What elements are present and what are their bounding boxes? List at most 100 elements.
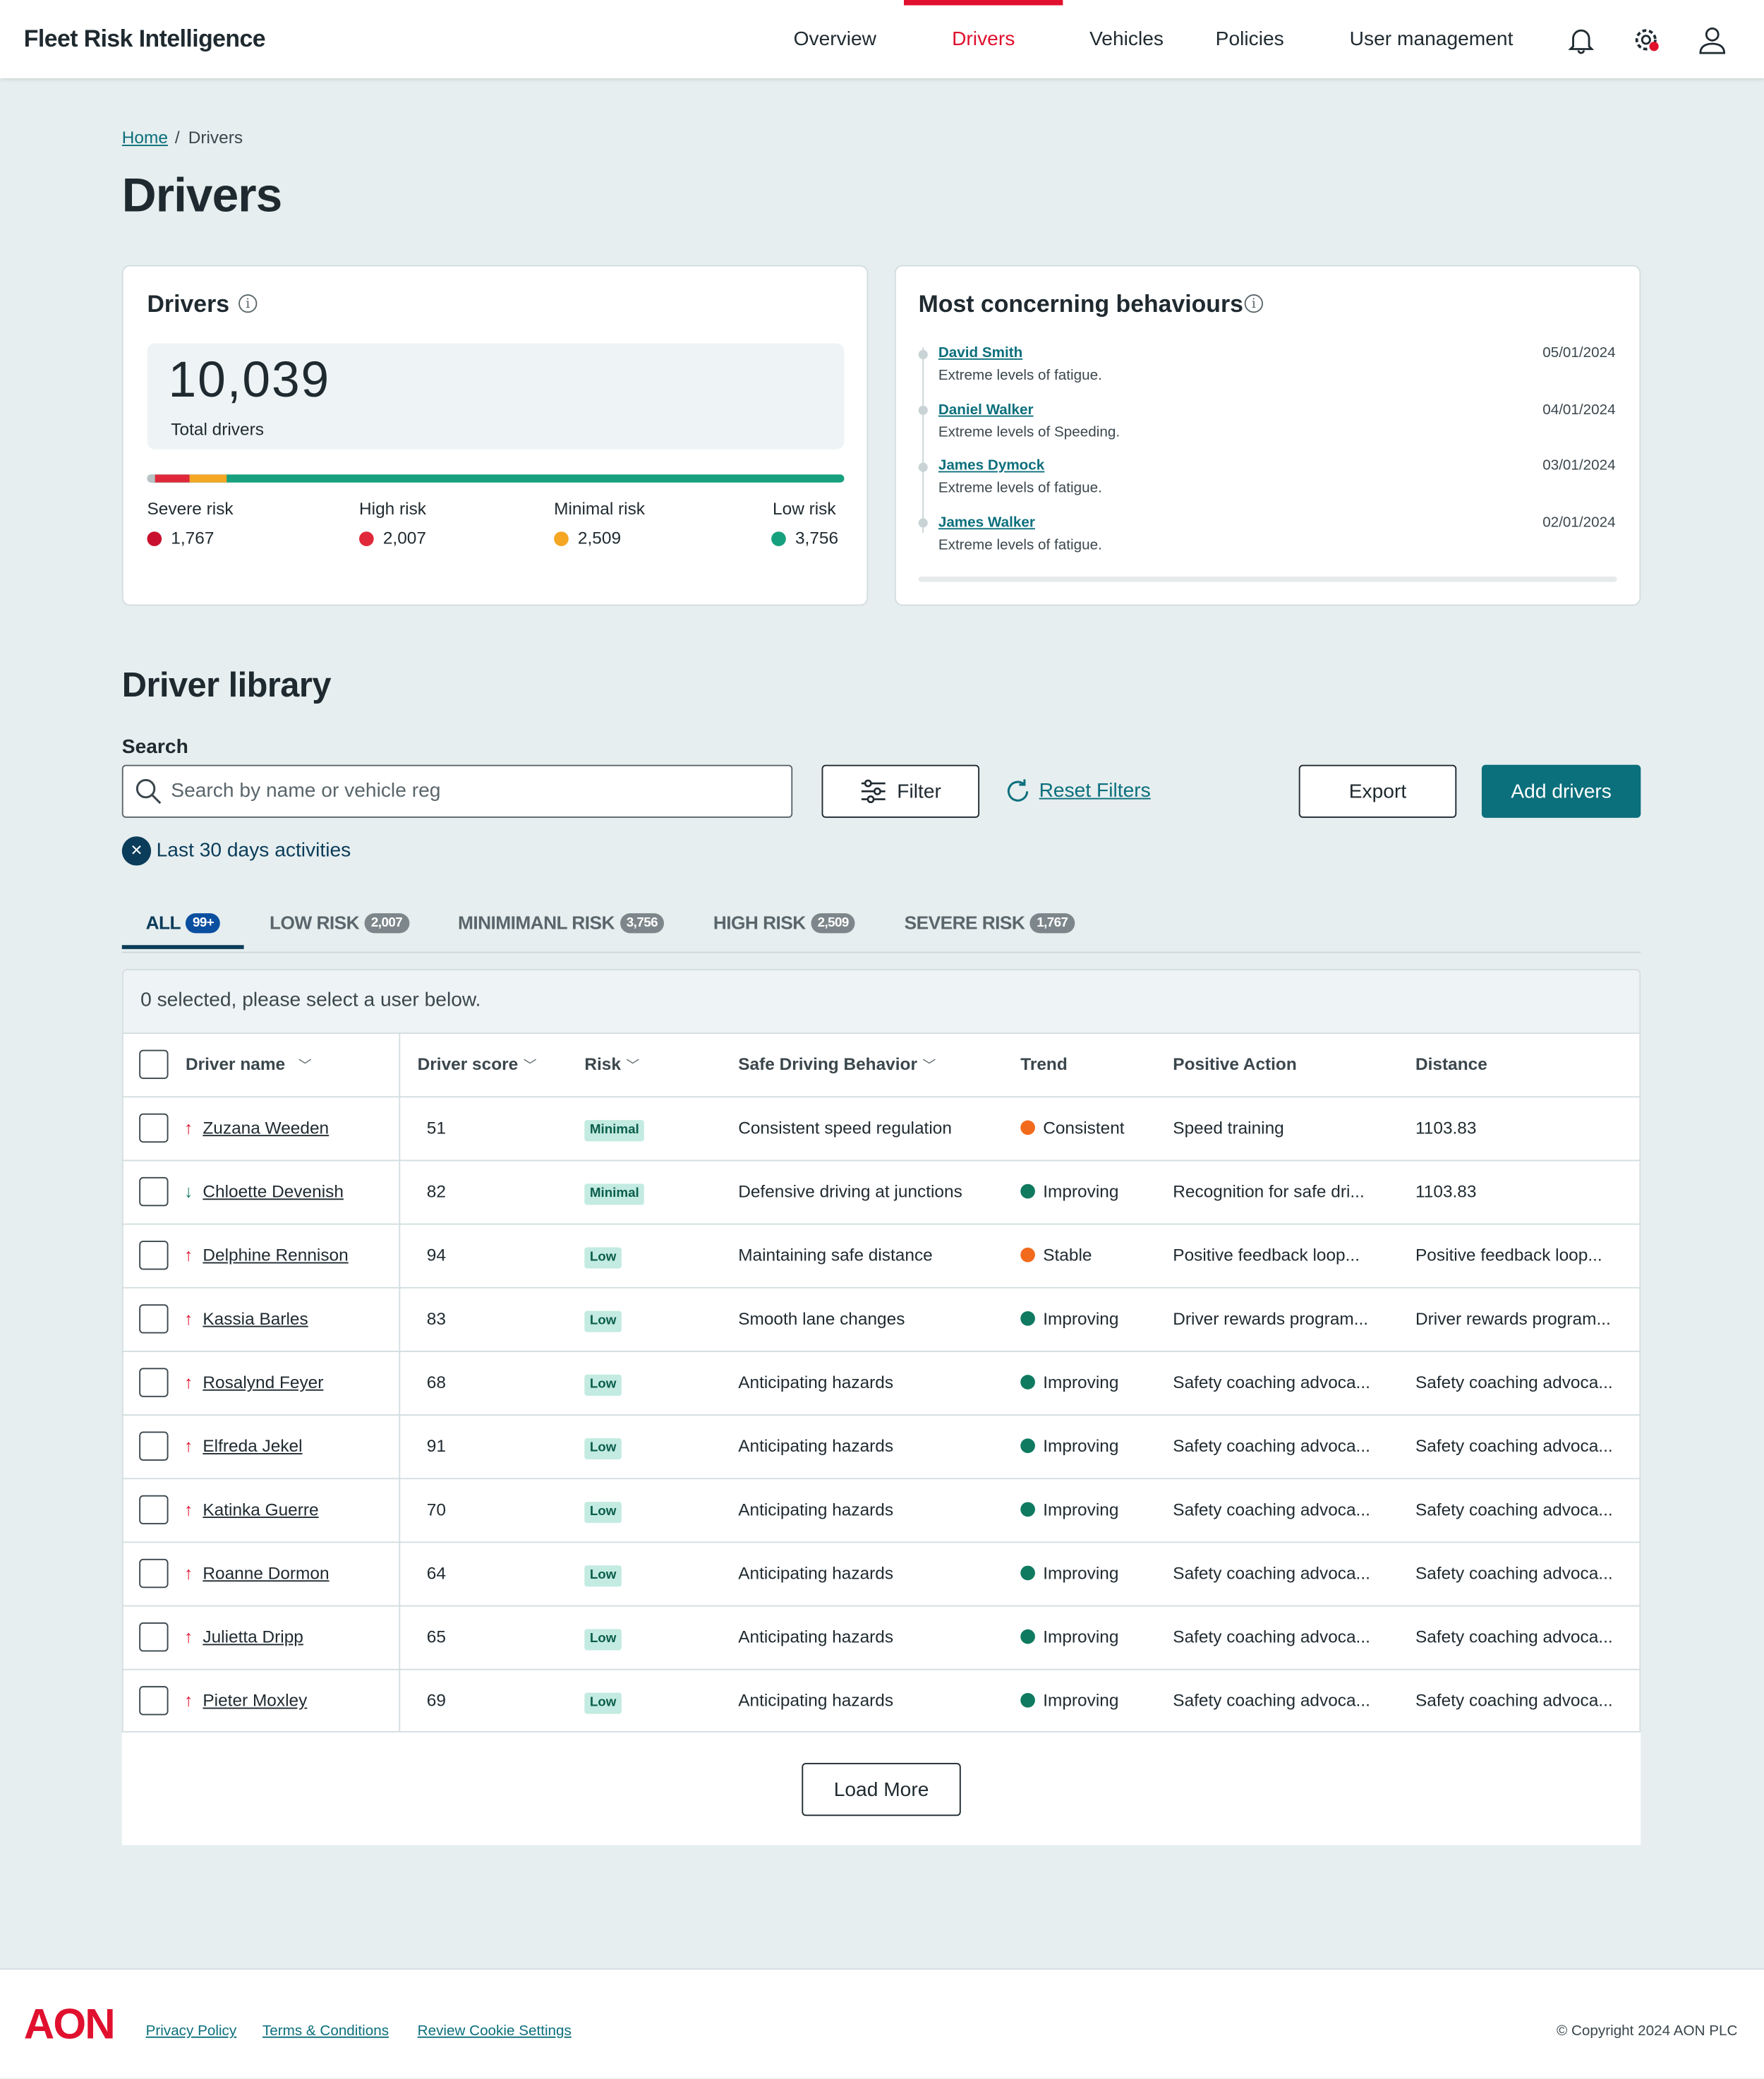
driver-score: 64 [426,1562,446,1584]
driver-score: 94 [426,1245,446,1265]
positive-action: Safety coaching advoca... [1173,1499,1370,1519]
timeline-dot [918,518,928,528]
column-header[interactable]: Safe Driving Behavior ﹀ [738,1054,936,1074]
driver-name[interactable]: Pieter Moxley [203,1690,308,1711]
trend-dot [1020,1120,1035,1135]
checkbox[interactable] [139,1622,169,1652]
app-title: Fleet Risk Intelligence [23,25,266,52]
tab-count: 99+ [186,913,221,934]
nav-item[interactable]: User management [1349,28,1514,51]
driver-score: 91 [426,1435,446,1456]
breadcrumb-link[interactable]: Home [121,127,168,147]
checkbox[interactable] [139,1176,169,1207]
export-button[interactable]: Export [1298,764,1457,818]
add-button[interactable]: Add drivers [1481,764,1641,818]
checkbox[interactable] [139,1686,169,1716]
driver-score: 70 [426,1499,446,1519]
tab[interactable]: HIGH RISK 2,509 [713,912,856,934]
row-divider [121,1350,1641,1352]
trend: Stable [1020,1245,1092,1265]
tab[interactable]: LOW RISK 2,007 [270,912,409,934]
behaviour-name[interactable]: Daniel Walker [938,401,1034,418]
trend-label: Improving [1043,1372,1119,1392]
tab[interactable]: MINIMIMANL RISK 3,756 [458,912,665,934]
driver-name[interactable]: Kassia Barles [203,1308,308,1329]
trend-arrow: ↑ [184,1562,193,1584]
checkbox[interactable] [139,1558,169,1589]
trend-arrow: ↑ [184,1372,193,1392]
card-title: Most concerning behaviours [918,290,1243,318]
footer-bar [0,1968,1764,2079]
risk-value: 2,007 [382,527,426,548]
distance: Safety coaching advoca... [1415,1435,1613,1456]
driver-name[interactable]: Elfreda Jekel [203,1435,303,1456]
trend-arrow: ↓ [184,1181,193,1202]
driver-name[interactable]: Rosalynd Feyer [203,1372,324,1392]
footer-logo: AON [23,1999,116,2048]
total-box [147,343,845,450]
driver-score: 51 [426,1117,446,1138]
tab[interactable]: ALL 99+ [121,912,245,949]
distance: Safety coaching advoca... [1415,1372,1613,1392]
checkbox[interactable] [139,1368,169,1397]
column-header[interactable]: Driver name ﹀ [185,1054,312,1074]
checkbox[interactable] [139,1431,169,1461]
risk-value: 1,767 [171,527,215,548]
driver-name[interactable]: Julietta Dripp [203,1627,303,1647]
risk-dot [554,531,569,546]
checkbox[interactable] [139,1113,169,1143]
risk-label: High risk [359,498,427,519]
load-more-button[interactable]: Load More [802,1763,961,1816]
behaviour-date: 02/01/2024 [1542,514,1616,531]
column-header[interactable]: Risk ﹀ [584,1054,640,1074]
footer-link[interactable]: Privacy Policy [145,2023,237,2039]
driver-score: 65 [426,1627,446,1647]
risk-pill: Low [584,1565,622,1587]
tab[interactable]: SEVERE RISK 1,767 [905,912,1075,934]
risk-cell: Low [584,1306,622,1332]
trend-arrow: ↑ [184,1308,193,1329]
user-icon[interactable] [1698,25,1727,54]
footer-link[interactable]: Review Cookie Settings [417,2023,572,2039]
checkbox[interactable] [139,1495,169,1525]
nav-item[interactable]: Vehicles [1089,28,1164,51]
column-header[interactable]: Driver score ﹀ [417,1054,537,1074]
driver-name[interactable]: Delphine Rennison [203,1245,349,1265]
trend-dot [1020,1438,1035,1453]
nav-item[interactable]: Overview [793,28,877,51]
driver-name[interactable]: Roanne Dormon [203,1562,330,1584]
settings-icon[interactable] [1631,25,1663,57]
behaviour-name[interactable]: James Walker [938,514,1035,531]
driver-name[interactable]: Zuzana Weeden [203,1117,330,1138]
driver-name[interactable]: Chloette Devenish [203,1181,344,1202]
search-input[interactable] [121,764,793,818]
chip-close[interactable]: × [121,836,152,866]
behaviour-name[interactable]: James Dymock [938,457,1045,474]
driver-name[interactable]: Katinka Guerre [203,1499,319,1519]
reset-filters[interactable]: Reset Filters [1039,779,1151,802]
behaviour-text: Extreme levels of fatigue. [938,480,1102,497]
checkbox[interactable] [139,1304,169,1334]
risk-pill: Low [584,1502,622,1524]
trend-dot [1020,1375,1035,1390]
behaviour-text: Extreme levels of fatigue. [938,368,1102,384]
checkbox[interactable] [139,1049,169,1079]
trend: Improving [1020,1563,1118,1584]
tab-count: 1,767 [1029,913,1075,934]
filter-button[interactable]: Filter [821,764,980,818]
positive-action: Speed training [1173,1117,1284,1138]
checkbox[interactable] [139,1241,169,1270]
distance: Safety coaching advoca... [1415,1627,1613,1647]
tab-label: MINIMIMANL RISK [458,912,615,934]
nav-item[interactable]: Policies [1215,28,1284,51]
scrollbar [918,577,1617,582]
nav-item[interactable]: Drivers [952,28,1015,51]
footer-link[interactable]: Terms & Conditions [262,2023,389,2039]
bell-icon[interactable] [1566,25,1595,54]
behaviour-name[interactable]: David Smith [938,345,1023,361]
column-header: Positive Action [1173,1054,1297,1074]
trend-arrow: ↑ [184,1690,193,1711]
trend-dot [1020,1502,1035,1517]
tab-count: 2,509 [811,913,856,934]
